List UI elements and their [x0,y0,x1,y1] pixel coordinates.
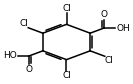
Text: O: O [26,65,33,74]
Text: Cl: Cl [62,71,71,80]
Text: HO: HO [3,51,17,60]
Text: Cl: Cl [19,19,28,28]
Text: O: O [100,10,107,19]
Text: Cl: Cl [105,56,114,65]
Text: Cl: Cl [62,4,71,13]
Text: OH: OH [116,24,130,33]
